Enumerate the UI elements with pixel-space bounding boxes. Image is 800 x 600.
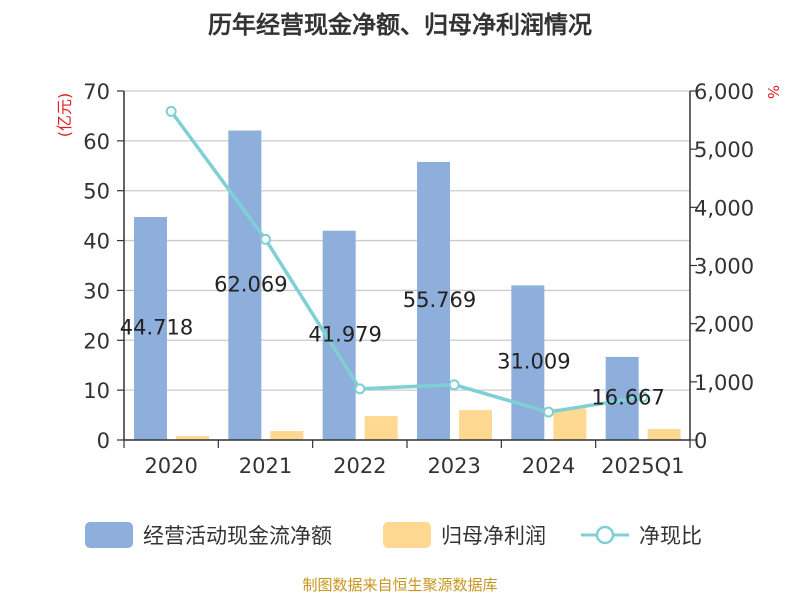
- legend-swatch-ocf: [85, 522, 133, 548]
- x-tick-label: 2022: [333, 454, 386, 478]
- ratio-line-path: [169, 110, 644, 414]
- bars: [134, 130, 681, 441]
- legend-label-profit: 归母净利润: [441, 524, 546, 548]
- y-right-tick-label: 6,000: [694, 80, 754, 104]
- legend-label-ocf: 经营活动现金流净额: [143, 524, 332, 548]
- y-right-tick-label: 1,000: [694, 371, 754, 395]
- data-label-ocf: 55.769: [403, 288, 476, 312]
- x-tick-label: 2020: [144, 454, 197, 478]
- bar-profit: [176, 436, 209, 440]
- bar-profit: [459, 410, 492, 440]
- x-tick-label: 2025Q1: [601, 454, 684, 478]
- ratio-point: [165, 105, 177, 117]
- bar-ocf: [417, 161, 450, 440]
- gridlines: [124, 90, 690, 441]
- y-right-tick-label: 2,000: [694, 313, 754, 337]
- data-labels: 44.718 62.069 41.979 55.769 31.009 16.667: [120, 272, 665, 409]
- ratio-line: [165, 105, 649, 418]
- x-tick-label: 2024: [522, 454, 575, 478]
- y-left-tick-label: 60: [83, 130, 110, 154]
- y-right-tick-label: 3,000: [694, 255, 754, 279]
- y-left-tick-label: 30: [83, 279, 110, 303]
- legend: 经营活动现金流净额 归母净利润 净现比: [85, 522, 702, 548]
- bar-ocf: [228, 130, 262, 441]
- bar-profit: [364, 416, 398, 440]
- x-tick-label: 2023: [427, 454, 480, 478]
- y-left-tick-label: 40: [83, 230, 110, 254]
- chart-title: 历年经营现金净额、归母净利润情况: [208, 11, 592, 39]
- data-label-ocf: 31.009: [497, 350, 570, 374]
- data-label-ocf: 16.667: [591, 385, 664, 409]
- axes: 0 10 20 30 40 50 60 70 0 1,000 2,000 3,000 4,000 5,00…: [83, 80, 754, 478]
- data-label-ocf: 44.718: [120, 316, 193, 340]
- ratio-point: [354, 383, 366, 395]
- y-right-tick-label: 0: [694, 429, 707, 453]
- legend-label-ratio: 净现比: [639, 524, 702, 548]
- y-left-tick-label: 70: [83, 80, 110, 104]
- bar-ocf: [134, 217, 167, 440]
- ratio-point: [448, 379, 460, 391]
- y-left-label: (亿元): [55, 93, 74, 138]
- y-right-tick-label: 4,000: [694, 196, 754, 220]
- bar-profit: [270, 431, 304, 440]
- x-tick-label: 2021: [239, 454, 292, 478]
- source-note: 制图数据来自恒生聚源数据库: [302, 576, 497, 594]
- ratio-point: [543, 406, 554, 418]
- y-right-label: %: [764, 85, 782, 99]
- y-left-tick-label: 10: [83, 379, 110, 403]
- data-label-ocf: 62.069: [214, 272, 287, 296]
- bar-profit: [647, 429, 681, 440]
- data-label-ocf: 41.979: [308, 322, 381, 346]
- bar-ocf: [511, 285, 545, 440]
- y-left-tick-label: 20: [83, 329, 110, 353]
- y-left-tick-label: 50: [83, 180, 110, 204]
- ratio-point: [260, 233, 271, 245]
- y-left-tick-label: 0: [97, 429, 110, 453]
- ratio-point: [637, 391, 649, 403]
- legend-marker-ratio: [595, 525, 615, 545]
- y-right-tick-label: 5,000: [694, 138, 754, 162]
- bar-profit: [553, 408, 587, 440]
- bar-ocf: [322, 230, 356, 440]
- legend-swatch-profit: [383, 522, 431, 548]
